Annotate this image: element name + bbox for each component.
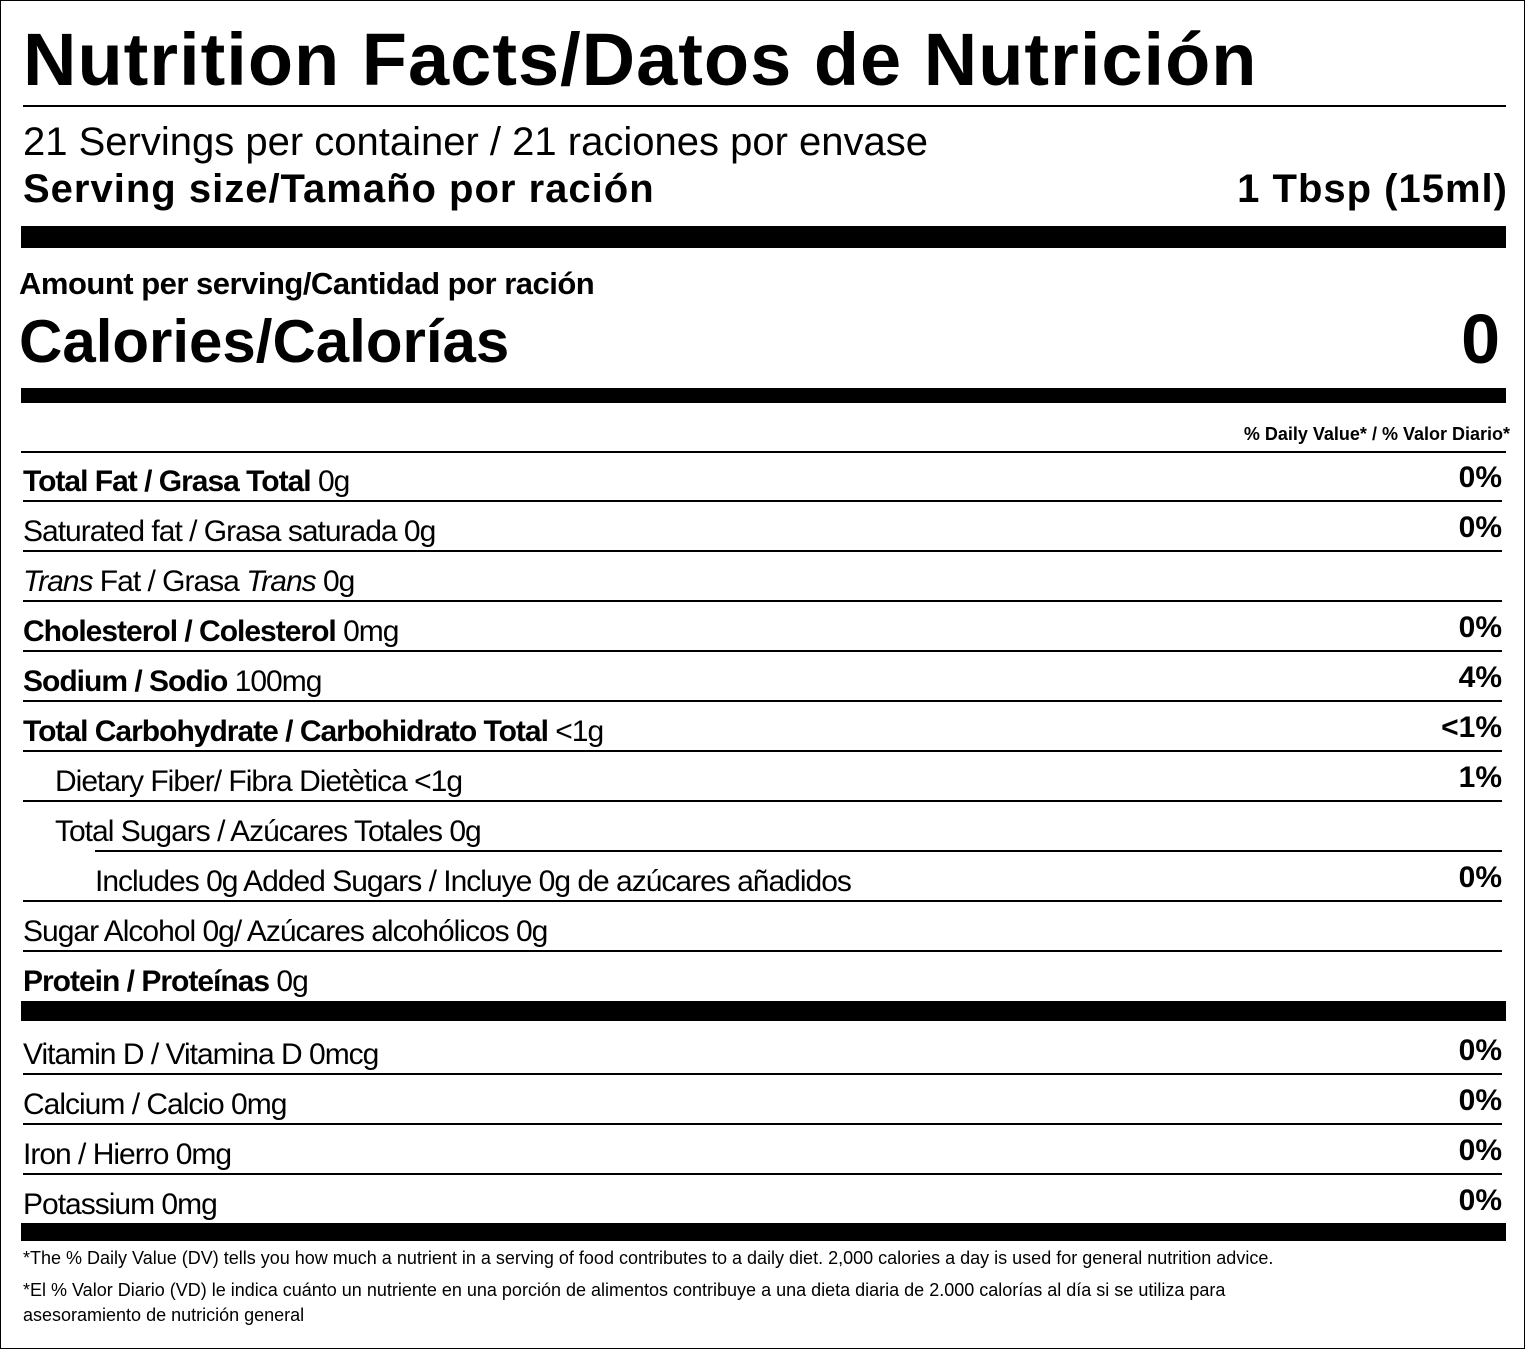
rule: [23, 950, 1502, 952]
serving-size-label: Serving size/Tamaño por ración: [23, 167, 655, 211]
calories-label: Calories/Calorías: [19, 308, 510, 375]
rule: [21, 451, 1506, 453]
calories-value: 0: [1461, 300, 1500, 378]
nutrient-row: Total Sugars / Azúcares Totales 0g: [23, 803, 1502, 852]
daily-value: 0%: [1458, 1134, 1502, 1167]
nutrient-label: Iron / Hierro 0mg: [23, 1138, 232, 1172]
nutrient-label: Sugar Alcohol 0g/ Azúcares alcohólicos 0…: [23, 915, 548, 949]
amount-label: Amount per serving/Cantidad por ración: [19, 266, 595, 301]
rule: [95, 850, 1502, 852]
title: Nutrition Facts/Datos de Nutrición: [23, 18, 1258, 101]
nutrient-label: Protein / Proteínas 0g: [23, 965, 309, 999]
thick-rule: [21, 388, 1506, 403]
rule: [23, 550, 1502, 552]
label-part: Protein / Proteínas: [23, 965, 270, 998]
rule: [23, 800, 1502, 802]
nutrient-row: Potassium 0mg 0%: [23, 1176, 1502, 1225]
label-part: Total Fat / Grasa Total: [23, 465, 312, 498]
rule: [23, 105, 1506, 107]
label-part: Dietary Fiber/ Fibra Dietètica <1g: [55, 765, 463, 798]
label-part: 0g: [269, 965, 308, 998]
servings: 21 Servings per container / 21 raciones …: [23, 120, 928, 164]
nutrient-label: Cholesterol / Colesterol 0mg: [23, 615, 399, 649]
nutrient-row: Total Carbohydrate / Carbohidrato Total …: [23, 703, 1502, 752]
thick-rule: [21, 1001, 1506, 1021]
nutrient-row: Sugar Alcohol 0g/ Azúcares alcohólicos 0…: [23, 903, 1502, 952]
dv-header: % Daily Value* / % Valor Diario*: [1243, 424, 1510, 444]
thick-rule: [21, 226, 1506, 248]
label-part: Vitamin D / Vitamina D 0mcg: [23, 1038, 379, 1071]
nutrient-row: Dietary Fiber/ Fibra Dietètica <1g 1%: [23, 753, 1502, 802]
nutrient-row: Trans Fat / Grasa Trans 0g: [23, 553, 1502, 602]
nutrient-row: Cholesterol / Colesterol 0mg 0%: [23, 603, 1502, 652]
rule: [23, 1173, 1502, 1175]
nutrient-label: Dietary Fiber/ Fibra Dietètica <1g: [55, 765, 463, 799]
daily-value: 0%: [1458, 1034, 1502, 1067]
nutrient-label: Potassium 0mg: [23, 1188, 218, 1222]
rule: [23, 650, 1502, 652]
nutrient-label: Sodium / Sodio 100mg: [23, 665, 323, 699]
serving-size-value: 1 Tbsp (15ml): [1237, 167, 1508, 211]
rule: [23, 750, 1502, 752]
label-part: Sodium / Sodio: [23, 665, 228, 698]
rule: [23, 900, 1502, 902]
nutrient-row: Saturated fat / Grasa saturada 0g 0%: [23, 503, 1502, 552]
footnote: *El % Valor Diario (VD) le indica cuánto…: [23, 1280, 1226, 1300]
daily-value: 4%: [1458, 661, 1502, 694]
nutrient-label: Includes 0g Added Sugars / Incluye 0g de…: [95, 865, 852, 899]
nutrient-label: Vitamin D / Vitamina D 0mcg: [23, 1038, 379, 1072]
nutrient-row: Includes 0g Added Sugars / Incluye 0g de…: [23, 853, 1502, 902]
nutrient-row: Vitamin D / Vitamina D 0mcg 0%: [23, 1026, 1502, 1075]
label-part: Total Carbohydrate / Carbohidrato Total: [23, 715, 549, 748]
nutrient-label: Total Sugars / Azúcares Totales 0g: [55, 815, 482, 849]
daily-value: 0%: [1458, 861, 1502, 894]
thick-rule: [21, 1223, 1506, 1241]
rule: [23, 600, 1502, 602]
label-part: Includes 0g Added Sugars / Incluye 0g de…: [95, 865, 852, 898]
footnote: *The % Daily Value (DV) tells you how mu…: [23, 1248, 1274, 1268]
rule: [23, 700, 1502, 702]
nutrient-row: Calcium / Calcio 0mg 0%: [23, 1076, 1502, 1125]
nutrient-label: Trans Fat / Grasa Trans 0g: [23, 565, 355, 599]
label-part: Iron / Hierro 0mg: [23, 1138, 232, 1171]
daily-value: 0%: [1458, 1084, 1502, 1117]
daily-value: 0%: [1458, 511, 1502, 544]
label-part: Total Sugars / Azúcares Totales 0g: [55, 815, 482, 848]
nutrient-row: Total Fat / Grasa Total 0g 0%: [23, 453, 1502, 502]
label-part: Saturated fat / Grasa saturada 0g: [23, 515, 436, 548]
daily-value: 0%: [1458, 461, 1502, 494]
footnote: asesoramiento de nutrición general: [23, 1305, 305, 1325]
rule: [23, 1123, 1502, 1125]
daily-value: 0%: [1458, 611, 1502, 644]
nutrient-label: Calcium / Calcio 0mg: [23, 1088, 287, 1122]
daily-value: 1%: [1458, 761, 1502, 794]
label-part: Trans: [23, 565, 93, 598]
label-part: Cholesterol / Colesterol: [23, 615, 337, 648]
daily-value: <1%: [1441, 711, 1502, 744]
label-part: Trans: [246, 565, 316, 598]
label-part: Sugar Alcohol 0g/ Azúcares alcohólicos 0…: [23, 915, 548, 948]
label-part: 0g: [310, 465, 350, 498]
rule: [23, 1073, 1502, 1075]
nutrient-row: Iron / Hierro 0mg 0%: [23, 1126, 1502, 1175]
nutrient-label: Saturated fat / Grasa saturada 0g: [23, 515, 436, 549]
nutrient-row: Sodium / Sodio 100mg 4%: [23, 653, 1502, 702]
label-part: <1g: [547, 715, 604, 748]
nutrient-label: Total Fat / Grasa Total 0g: [23, 465, 350, 499]
label-part: Fat / Grasa: [92, 565, 247, 598]
label-part: 100mg: [227, 665, 323, 698]
label-part: 0mg: [335, 615, 399, 648]
label-part: Potassium 0mg: [23, 1188, 218, 1221]
label-part: Calcium / Calcio 0mg: [23, 1088, 287, 1121]
daily-value: 0%: [1458, 1184, 1502, 1217]
nutrient-row: Protein / Proteínas 0g: [23, 953, 1502, 1002]
nutrient-label: Total Carbohydrate / Carbohidrato Total …: [23, 715, 604, 749]
label-part: 0g: [315, 565, 355, 598]
rule: [23, 500, 1502, 502]
